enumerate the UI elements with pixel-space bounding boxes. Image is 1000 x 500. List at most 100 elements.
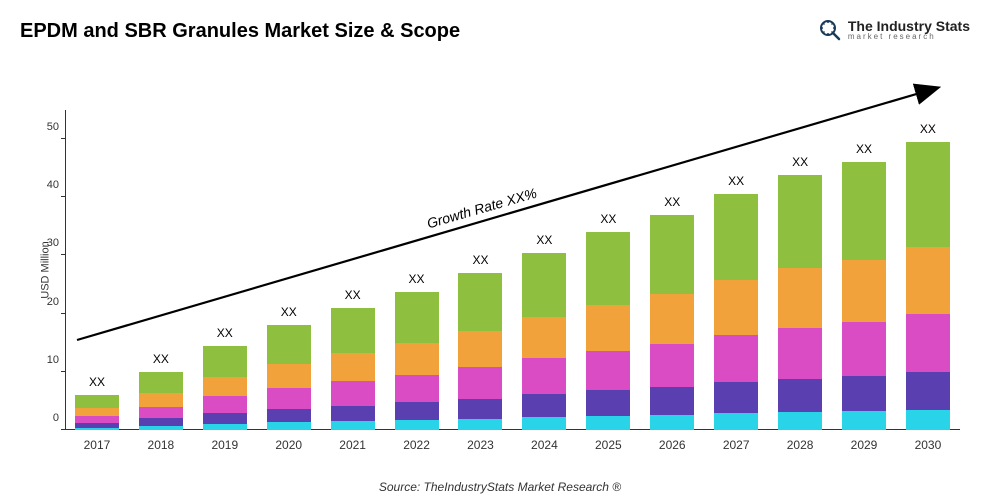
x-tick-label: 2025 [586, 438, 630, 452]
bar-segment [139, 407, 183, 419]
bar-value-label: XX [217, 326, 233, 340]
bar-segment [586, 390, 630, 416]
bar-segment [331, 308, 375, 353]
bar-segment [267, 422, 311, 430]
plot-area: 01020304050 XX2017XX2018XX2019XX2020XX20… [65, 80, 960, 460]
y-tick-label: 40 [29, 179, 59, 191]
bar-segment [778, 328, 822, 379]
x-tick-label: 2024 [522, 438, 566, 452]
x-tick-label: 2022 [395, 438, 439, 452]
bar-segment [458, 399, 502, 419]
brand-text: The Industry Stats market research [848, 19, 970, 41]
chart-title: EPDM and SBR Granules Market Size & Scop… [20, 20, 460, 43]
bar-segment [331, 381, 375, 405]
x-tick-label: 2026 [650, 438, 694, 452]
bar-stack [906, 142, 950, 430]
bar-column: XX2018 [139, 352, 183, 430]
bar-segment [267, 388, 311, 409]
bar-value-label: XX [89, 375, 105, 389]
x-tick-label: 2028 [778, 438, 822, 452]
bar-stack [650, 215, 694, 430]
bar-segment [650, 387, 694, 415]
y-axis-label: USD Million [40, 241, 52, 298]
bar-value-label: XX [920, 122, 936, 136]
bar-segment [714, 335, 758, 382]
bar-segment [395, 402, 439, 420]
gear-magnifier-icon [818, 18, 842, 42]
x-tick-label: 2019 [203, 438, 247, 452]
bar-value-label: XX [664, 195, 680, 209]
y-tick-label: 20 [29, 296, 59, 308]
bar-segment [267, 364, 311, 388]
bar-segment [842, 260, 886, 322]
bar-segment [906, 372, 950, 410]
bar-segment [906, 247, 950, 314]
bar-segment [75, 395, 119, 408]
y-tick-label: 10 [29, 354, 59, 366]
bar-stack [714, 194, 758, 430]
bar-stack [842, 162, 886, 430]
brand-sub: market research [848, 33, 970, 41]
bar-segment [714, 280, 758, 335]
bar-segment [203, 424, 247, 430]
bar-segment [203, 346, 247, 377]
bar-segment [203, 377, 247, 397]
bar-segment [586, 232, 630, 305]
bar-segment [650, 415, 694, 430]
bar-column: XX2030 [906, 122, 950, 430]
bar-column: XX2024 [522, 233, 566, 430]
bar-segment [522, 394, 566, 417]
source-footer: Source: TheIndustryStats Market Research… [0, 480, 1000, 494]
y-tick-label: 30 [29, 237, 59, 249]
bar-column: XX2029 [842, 142, 886, 430]
bar-column: XX2017 [75, 375, 119, 430]
bar-segment [522, 417, 566, 430]
bar-segment [522, 358, 566, 393]
bar-value-label: XX [536, 233, 552, 247]
bar-stack [267, 325, 311, 430]
bar-segment [586, 351, 630, 391]
bar-value-label: XX [600, 212, 616, 226]
bar-segment [203, 413, 247, 424]
bar-segment [714, 382, 758, 413]
bar-column: XX2025 [586, 212, 630, 430]
bar-segment [458, 419, 502, 430]
bar-segment [650, 294, 694, 344]
bar-segment [778, 379, 822, 412]
bar-segment [586, 416, 630, 430]
x-tick-label: 2018 [139, 438, 183, 452]
bar-segment [139, 393, 183, 406]
bar-value-label: XX [856, 142, 872, 156]
bar-segment [842, 322, 886, 376]
bar-segment [714, 194, 758, 280]
bar-segment [458, 367, 502, 398]
y-tick-label: 50 [29, 121, 59, 133]
bar-value-label: XX [281, 305, 297, 319]
bar-column: XX2022 [395, 272, 439, 430]
bar-segment [906, 314, 950, 372]
bar-segment [395, 375, 439, 402]
brand-logo: The Industry Stats market research [818, 18, 970, 42]
bar-segment [714, 413, 758, 430]
bar-segment [522, 253, 566, 318]
bar-segment [395, 343, 439, 375]
bar-segment [842, 162, 886, 260]
bar-stack [331, 308, 375, 430]
x-tick-label: 2027 [714, 438, 758, 452]
bar-column: XX2028 [778, 155, 822, 430]
bar-stack [203, 346, 247, 430]
bar-segment [778, 412, 822, 430]
bar-segment [139, 372, 183, 394]
chart-area: USD Million 01020304050 XX2017XX2018XX20… [65, 80, 960, 460]
bar-segment [522, 317, 566, 358]
bar-segment [203, 396, 247, 413]
brand-main: The Industry Stats [848, 19, 970, 33]
x-tick-label: 2029 [842, 438, 886, 452]
bar-stack [139, 372, 183, 430]
bar-column: XX2021 [331, 288, 375, 430]
bar-stack [458, 273, 502, 430]
bar-segment [75, 416, 119, 423]
bar-stack [522, 253, 566, 430]
x-tick-label: 2023 [458, 438, 502, 452]
bar-segment [139, 426, 183, 430]
